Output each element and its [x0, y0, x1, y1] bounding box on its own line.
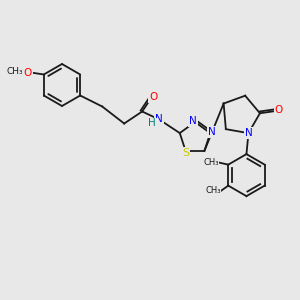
Text: N: N — [244, 128, 252, 138]
Text: CH₃: CH₃ — [203, 158, 219, 167]
Text: N: N — [155, 115, 163, 124]
Text: N: N — [189, 116, 197, 126]
Text: N: N — [208, 127, 216, 137]
Text: H: H — [148, 118, 156, 128]
Text: O: O — [149, 92, 157, 101]
Text: CH₃: CH₃ — [7, 67, 23, 76]
Text: O: O — [24, 68, 32, 77]
Text: O: O — [275, 105, 283, 115]
Text: S: S — [182, 148, 189, 158]
Text: CH₃: CH₃ — [206, 186, 221, 195]
